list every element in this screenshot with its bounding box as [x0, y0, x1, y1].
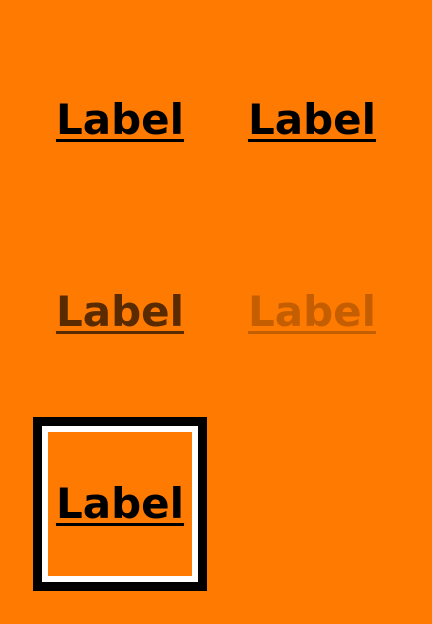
link-cell-disabled: Label — [225, 225, 399, 399]
link-pressed[interactable]: Label — [55, 287, 185, 336]
link-cell-hover: Label — [225, 33, 399, 207]
focus-ring: Label — [33, 417, 207, 591]
link-focused[interactable]: Label — [55, 479, 185, 528]
link-cell-pressed: Label — [33, 225, 207, 399]
link-hover[interactable]: Label — [247, 95, 377, 144]
link-default[interactable]: Label — [55, 95, 185, 144]
link-cell-default: Label — [33, 33, 207, 207]
link-disabled: Label — [247, 287, 377, 336]
